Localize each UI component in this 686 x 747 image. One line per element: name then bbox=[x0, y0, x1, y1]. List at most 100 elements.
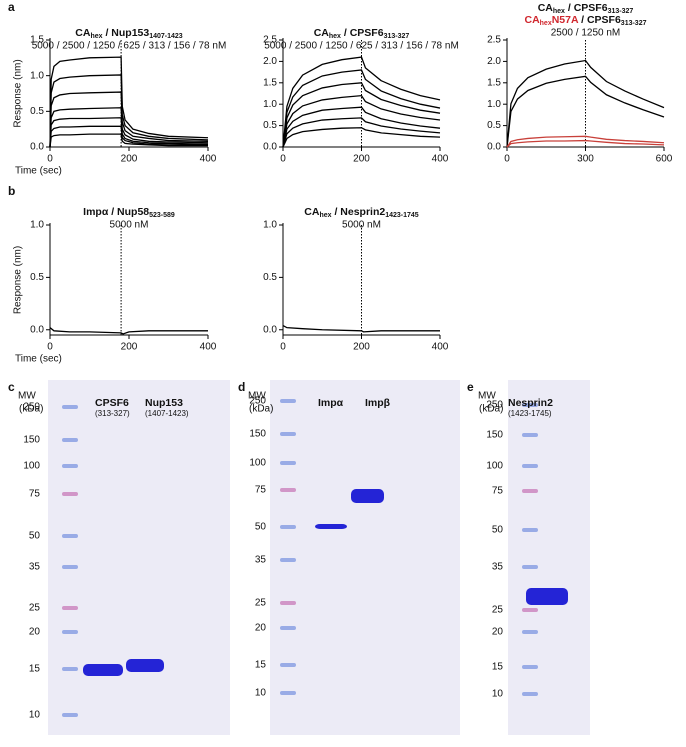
ladder-band bbox=[280, 432, 296, 436]
x-tick-label: 0 bbox=[47, 342, 53, 353]
mw-label: 100 bbox=[486, 461, 503, 472]
ladder-band bbox=[522, 608, 538, 612]
title-segment: 313-327 bbox=[608, 8, 634, 15]
mw-label: 50 bbox=[492, 525, 504, 536]
chart-subtitle: 2500 / 1250 nM bbox=[551, 28, 621, 39]
mw-label: 35 bbox=[255, 555, 267, 566]
ladder-band bbox=[62, 713, 78, 717]
mw-label: 10 bbox=[492, 689, 504, 700]
gel bbox=[508, 380, 590, 735]
x-tick-label: 0 bbox=[280, 342, 286, 353]
title-segment: Impα / Nup58 bbox=[83, 206, 149, 218]
mw-label: 250 bbox=[486, 400, 503, 411]
sensorgram bbox=[49, 74, 209, 148]
ladder-band bbox=[62, 667, 78, 671]
chart-subtitle: 5000 / 2500 / 1250 / 625 / 313 / 156 / 7… bbox=[32, 41, 227, 52]
ladder-band bbox=[280, 626, 296, 630]
ladder-band bbox=[62, 492, 78, 496]
mw-label: 75 bbox=[29, 489, 41, 500]
x-tick-label: 0 bbox=[47, 154, 53, 165]
mw-unit: (kDa) bbox=[249, 404, 273, 415]
x-tick-label: 200 bbox=[121, 154, 138, 165]
ladder-band bbox=[522, 433, 538, 437]
panel-label: e bbox=[467, 380, 474, 394]
title-segment: / Nup153 bbox=[103, 27, 150, 39]
y-tick-label: 0.5 bbox=[30, 272, 44, 283]
x-tick-label: 400 bbox=[200, 154, 217, 165]
ladder-band bbox=[62, 405, 78, 409]
x-tick-label: 0 bbox=[504, 154, 510, 165]
x-tick-label: 200 bbox=[121, 342, 138, 353]
ladder-band bbox=[280, 601, 296, 605]
title-segment: hex bbox=[540, 20, 552, 27]
sensorgram bbox=[49, 133, 208, 148]
ladder-band bbox=[62, 630, 78, 634]
ladder-band bbox=[522, 528, 538, 532]
y-tick-label: 1.5 bbox=[263, 77, 277, 88]
protein-band bbox=[83, 664, 123, 676]
chart-title: CAhex / CPSF6313-327 bbox=[538, 2, 634, 16]
mw-header: MW bbox=[248, 391, 266, 402]
gel bbox=[270, 380, 460, 735]
title-segment: 1423-1745 bbox=[385, 212, 419, 219]
sensorgram bbox=[282, 127, 441, 148]
y-tick-label: 1.5 bbox=[487, 77, 501, 88]
y-tick-label: 0.0 bbox=[263, 142, 277, 153]
sensorgram bbox=[49, 91, 209, 148]
protein-band bbox=[351, 489, 384, 503]
ladder-band bbox=[522, 403, 538, 407]
sensorgram bbox=[49, 327, 208, 335]
title-segment: CA bbox=[314, 27, 330, 39]
mw-label: 15 bbox=[255, 660, 267, 671]
ladder-band bbox=[62, 565, 78, 569]
mw-label: 100 bbox=[249, 458, 266, 469]
sensorgram bbox=[49, 56, 209, 148]
x-tick-label: 300 bbox=[577, 154, 594, 165]
lane-label: Nup153 bbox=[145, 397, 183, 409]
lane-label: Nesprin2 bbox=[508, 397, 553, 409]
mw-label: 20 bbox=[29, 627, 41, 638]
protein-band bbox=[315, 524, 347, 529]
ladder-band bbox=[280, 488, 296, 492]
y-tick-label: 0.5 bbox=[263, 120, 277, 131]
sensorgram bbox=[49, 125, 209, 148]
sensorgram bbox=[282, 82, 441, 148]
ladder-band bbox=[522, 692, 538, 696]
chart-title: CAhexN57A / CPSF6313-327 bbox=[524, 14, 646, 28]
sensorgram bbox=[506, 59, 665, 148]
x-tick-label: 600 bbox=[656, 154, 673, 165]
ladder-band bbox=[522, 464, 538, 468]
mw-label: 150 bbox=[23, 435, 40, 446]
ladder-band bbox=[62, 534, 78, 538]
y-axis-label: Response (nm) bbox=[13, 246, 24, 314]
y-tick-label: 1.0 bbox=[263, 99, 277, 110]
title-segment: 313-327 bbox=[621, 20, 647, 27]
title-segment: hex bbox=[319, 212, 331, 219]
y-tick-label: 1.0 bbox=[30, 220, 44, 231]
sensorgram bbox=[506, 139, 665, 148]
y-tick-label: 0.5 bbox=[487, 120, 501, 131]
sensorgram bbox=[282, 117, 441, 148]
protein-band bbox=[526, 588, 568, 605]
y-tick-label: 2.0 bbox=[487, 56, 501, 67]
mw-label: 75 bbox=[255, 485, 267, 496]
mw-label: 250 bbox=[249, 396, 266, 407]
x-tick-label: 400 bbox=[432, 154, 449, 165]
y-tick-label: 2.5 bbox=[263, 35, 277, 46]
mw-label: 35 bbox=[29, 562, 41, 573]
title-segment: hex bbox=[90, 33, 102, 40]
sensorgram bbox=[49, 107, 209, 148]
mw-label: 15 bbox=[29, 664, 41, 675]
lane-range: (313-327) bbox=[95, 409, 130, 418]
chart-title: CAhex / Nesprin21423-1745 bbox=[304, 206, 419, 220]
mw-unit: (kDa) bbox=[479, 404, 503, 415]
y-tick-label: 0.0 bbox=[30, 324, 44, 335]
mw-header: MW bbox=[478, 391, 496, 402]
mw-label: 20 bbox=[492, 627, 504, 638]
lane-label: CPSF6 bbox=[95, 397, 129, 409]
gel bbox=[48, 380, 230, 735]
ladder-band bbox=[62, 438, 78, 442]
ladder-band bbox=[62, 606, 78, 610]
mw-header: MW bbox=[18, 391, 36, 402]
